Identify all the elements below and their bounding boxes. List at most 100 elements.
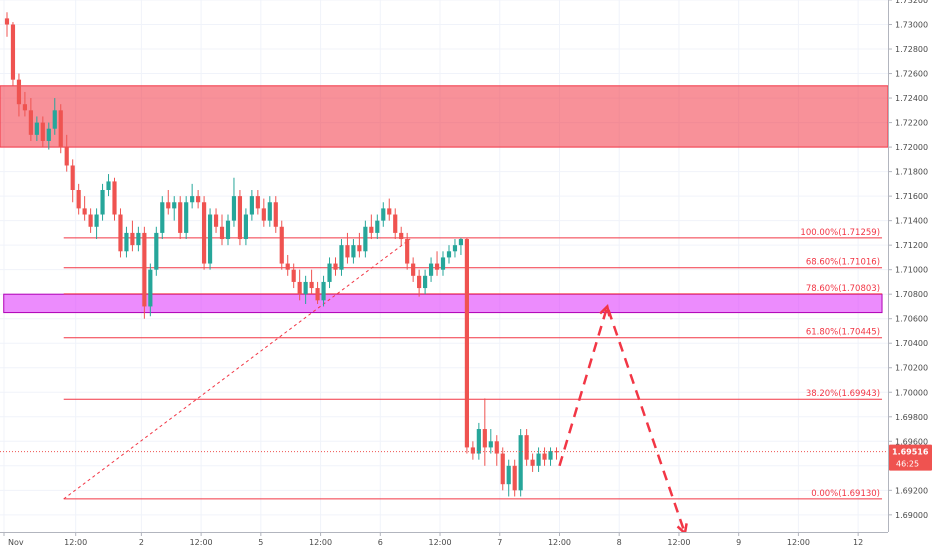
y-tick-label: 1.70600 <box>895 315 928 324</box>
candle <box>500 447 505 491</box>
candle-body <box>34 122 39 135</box>
candle <box>309 269 314 295</box>
candle <box>106 174 111 197</box>
candle-body <box>178 202 183 233</box>
candle <box>94 208 99 240</box>
candle-body <box>82 208 87 215</box>
candle-body <box>548 451 553 460</box>
candle-body <box>327 263 332 282</box>
candle <box>423 269 428 295</box>
fib-level-label: 78.60%(1.70803) <box>806 284 880 294</box>
candle-body <box>309 281 314 289</box>
candle-body <box>482 429 487 448</box>
candle <box>213 208 219 233</box>
candle-body <box>452 245 458 252</box>
x-tick-label: 6 <box>378 538 383 547</box>
candle <box>321 275 326 307</box>
candle <box>202 196 207 270</box>
x-tick-label: 12:00 <box>64 538 87 547</box>
y-tick-label: 1.72400 <box>895 94 928 103</box>
candle <box>34 116 39 141</box>
candle <box>428 257 434 282</box>
fib-level-label: 100.00%(1.71259) <box>800 228 880 238</box>
candle-body <box>255 196 260 209</box>
x-tick-label: 12 <box>853 538 863 547</box>
candle <box>506 459 511 497</box>
candle-body <box>339 245 344 270</box>
candle-body <box>237 196 243 240</box>
candle-body <box>10 24 16 80</box>
candle <box>446 245 452 264</box>
candle-body <box>512 465 517 491</box>
candle-body <box>166 202 171 209</box>
candle-body <box>405 239 410 264</box>
y-tick-label: 1.72000 <box>895 143 928 152</box>
y-tick-label: 1.70800 <box>895 290 928 299</box>
candle-body <box>434 263 440 270</box>
candle-body <box>369 226 374 233</box>
candle-body <box>428 263 434 276</box>
candle-body <box>297 281 302 295</box>
candle-body <box>184 202 189 233</box>
candle-body <box>488 441 493 448</box>
candle-body <box>542 453 547 460</box>
y-tick-label: 1.70200 <box>895 364 928 373</box>
candle-body <box>76 190 81 209</box>
candle-body <box>64 147 69 166</box>
candle <box>267 196 272 227</box>
candle-body <box>536 453 541 466</box>
y-tick-label: 1.71400 <box>895 217 928 226</box>
candle <box>488 429 493 454</box>
candle <box>10 22 16 86</box>
candle <box>411 257 416 282</box>
candle <box>542 447 547 466</box>
candle <box>142 226 147 319</box>
x-tick-label: 2 <box>139 538 144 547</box>
candle-body <box>399 232 404 240</box>
candle-body <box>70 165 75 190</box>
y-tick-label: 1.72200 <box>895 119 928 128</box>
candle <box>196 190 201 209</box>
candle <box>405 232 410 270</box>
candlesticks <box>4 12 559 497</box>
candle <box>28 98 33 141</box>
candle-body <box>393 214 398 233</box>
candle <box>369 214 374 240</box>
candle-body <box>58 110 63 148</box>
candle-body <box>321 281 326 301</box>
y-tick-label: 1.72600 <box>895 70 928 79</box>
candle <box>327 257 332 289</box>
candle-body <box>345 245 350 258</box>
fib-level-label: 61.80%(1.70445) <box>806 328 880 338</box>
candle-body <box>196 196 201 203</box>
x-tick-label: 8 <box>617 538 622 547</box>
candle-body <box>136 232 141 246</box>
candle-body <box>494 441 499 454</box>
candle-body <box>423 275 428 289</box>
candle-body <box>285 263 290 270</box>
candle <box>536 447 541 472</box>
candle-body <box>357 245 362 252</box>
candle <box>190 183 195 209</box>
candle-body <box>518 435 523 491</box>
candle <box>237 190 243 246</box>
candle-body <box>22 104 27 111</box>
candle-body <box>190 196 195 203</box>
x-tick-label: 12:00 <box>787 538 810 547</box>
candle-body <box>28 110 33 135</box>
x-tick-label: 5 <box>258 538 263 547</box>
candle <box>184 196 189 240</box>
candle-body <box>249 196 254 215</box>
candle <box>124 226 129 258</box>
candle <box>4 12 10 37</box>
candle-body <box>118 214 123 252</box>
candle <box>88 208 93 233</box>
candle <box>518 429 523 497</box>
y-tick-label: 1.73200 <box>895 0 928 5</box>
y-tick-label: 1.71600 <box>895 192 928 201</box>
candle <box>219 214 225 246</box>
candle-body <box>172 202 177 209</box>
candle-body <box>464 239 469 448</box>
candle-body <box>4 18 10 25</box>
